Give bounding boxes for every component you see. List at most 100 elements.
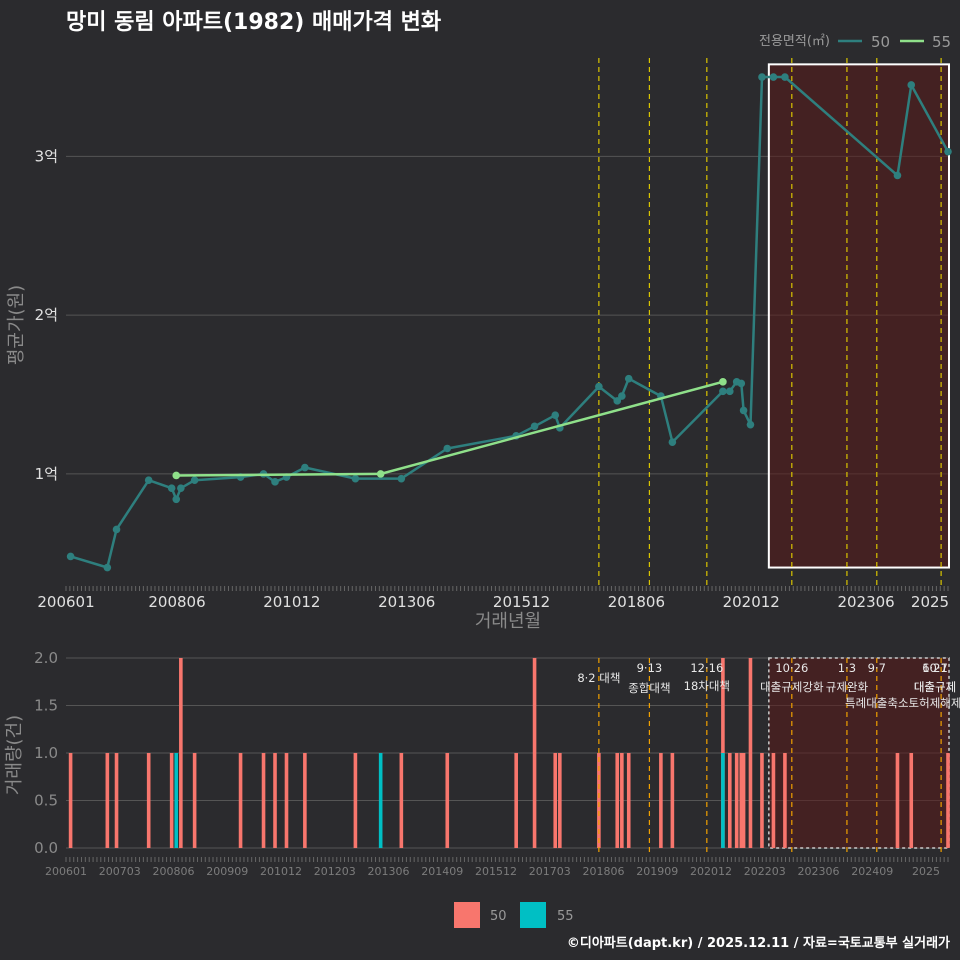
volume-bar-50 <box>179 658 183 848</box>
volume-x-tick-label: 202306 <box>798 865 840 878</box>
price-chart: 1억 2억 3억 200601 200806 201012 201306 201512 2018… <box>35 58 952 611</box>
volume-x-ticks-minor <box>65 857 949 862</box>
volume-x-tick-label: 202203 <box>744 865 786 878</box>
volume-bar-55 <box>378 753 383 848</box>
volume-x-tick-label: 200909 <box>206 865 248 878</box>
volume-x-tick-label: 201012 <box>260 865 302 878</box>
data-point-50 <box>893 171 902 180</box>
volume-bar-50 <box>620 753 624 848</box>
x-ticks-minor <box>65 586 949 591</box>
policy-name-label: 대출규제 <box>914 680 956 694</box>
x-tick-label: 201806 <box>608 593 665 611</box>
data-point-50 <box>618 392 626 400</box>
volume-y-tick-label: 0.0 <box>34 839 58 857</box>
volume-x-tick-label: 201512 <box>475 865 517 878</box>
policy-name-label: 대출규제강화 <box>760 680 824 694</box>
volume-x-tick-label: 200703 <box>99 865 141 878</box>
bottom-legend-label-50: 50 <box>490 909 507 924</box>
data-point-50 <box>190 476 199 485</box>
data-point-50 <box>144 476 153 485</box>
policy-name-label: 종합대책 <box>628 681 670 695</box>
data-point-50 <box>719 387 727 396</box>
policy-name-label: 18차대책 <box>684 679 730 693</box>
x-tick-label: 201512 <box>493 593 550 611</box>
volume-x-tick-label: 2025 <box>912 865 940 878</box>
volume-bar-50 <box>532 658 537 848</box>
data-point-55 <box>719 378 727 386</box>
data-point-50 <box>781 73 789 81</box>
volume-bar-50 <box>626 753 631 848</box>
data-point-50 <box>907 81 916 89</box>
legend-swatch-50 <box>454 902 480 928</box>
data-point-50 <box>613 397 622 405</box>
volume-highlight-region <box>768 657 950 849</box>
policy-date-label: 12·16 <box>690 661 723 675</box>
volume-bar-50 <box>445 753 450 848</box>
volume-bar-50 <box>353 753 358 848</box>
volume-bar-55 <box>174 753 179 848</box>
volume-bar-50 <box>727 753 732 848</box>
volume-bar-50 <box>895 753 900 848</box>
data-point-50 <box>739 406 748 415</box>
data-point-50 <box>551 411 560 419</box>
volume-bar-50 <box>741 753 746 848</box>
volume-x-tick-label: 201306 <box>368 865 410 878</box>
chart-title: 망미 동림 아파트(1982) 매매가격 변화 <box>66 10 441 35</box>
data-point-50 <box>351 474 360 483</box>
data-point-50 <box>172 495 181 504</box>
volume-y-tick-label: 1.0 <box>34 744 58 762</box>
volume-bar-50 <box>597 753 601 848</box>
volume-x-tick-label: 202409 <box>851 865 893 878</box>
volume-bar-50 <box>68 753 73 848</box>
x-axis-title: 거래년월 <box>475 611 541 632</box>
volume-x-tick-label: 201703 <box>529 865 571 878</box>
volume-bar-50 <box>273 753 277 848</box>
volume-x-tick-label: 201806 <box>583 865 625 878</box>
volume-bar-50 <box>615 753 620 848</box>
x-tick-label: 200601 <box>37 593 94 611</box>
x-tick-label: 202306 <box>837 593 894 611</box>
data-point-50 <box>167 484 176 492</box>
y-tick-label: 1억 <box>35 465 58 483</box>
policy-name-label: 대출규제 <box>914 680 956 694</box>
data-point-50 <box>725 387 734 396</box>
data-point-50 <box>103 563 112 572</box>
volume-bar-50 <box>739 753 744 848</box>
policy-name-label: 규제완화 <box>826 680 869 694</box>
data-point-55 <box>376 470 385 478</box>
series-line-55 <box>176 380 724 477</box>
footer-credit: ©디아파트(dapt.kr) / 2025.12.11 / 자료=국토교통부 실… <box>567 935 950 951</box>
data-point-50 <box>271 478 279 486</box>
x-tick-label: 2025 <box>911 593 949 611</box>
volume-x-tick-label: 201203 <box>314 865 356 878</box>
data-point-50 <box>397 474 406 483</box>
policy-name-label: 8·2 대책 <box>577 671 620 685</box>
volume-bar-50 <box>659 753 663 848</box>
volume-x-tick-label: 202012 <box>690 865 732 878</box>
volume-bar-50 <box>514 753 518 848</box>
policy-date-label: 10·26 <box>775 661 808 675</box>
highlight-region <box>767 63 950 569</box>
data-point-50 <box>758 73 766 81</box>
volume-x-tick-label: 201909 <box>636 865 678 878</box>
bottom-legend: 50 55 <box>454 902 574 928</box>
volume-x-tick-label: 201409 <box>421 865 463 878</box>
data-point-50 <box>595 382 603 391</box>
data-point-50 <box>530 422 539 431</box>
bottom-legend-label-55: 55 <box>557 909 574 924</box>
volume-y-tick-label: 1.5 <box>34 697 58 715</box>
volume-bar-50 <box>734 753 739 848</box>
policy-date-label: 1·3 <box>838 661 856 675</box>
policy-name-label: 특례대출축소 <box>845 696 908 710</box>
policy-date-label: 9·7 <box>868 661 886 675</box>
data-point-50 <box>944 147 952 156</box>
legend-label-55: 55 <box>932 33 951 51</box>
data-point-50 <box>112 525 121 534</box>
x-tick-label: 202012 <box>723 593 780 611</box>
volume-bar-50 <box>909 753 914 848</box>
volume-bar-50 <box>558 753 562 848</box>
y-tick-label: 3억 <box>35 147 58 165</box>
volume-bar-50 <box>192 753 197 848</box>
volume-bar-50 <box>748 658 753 848</box>
